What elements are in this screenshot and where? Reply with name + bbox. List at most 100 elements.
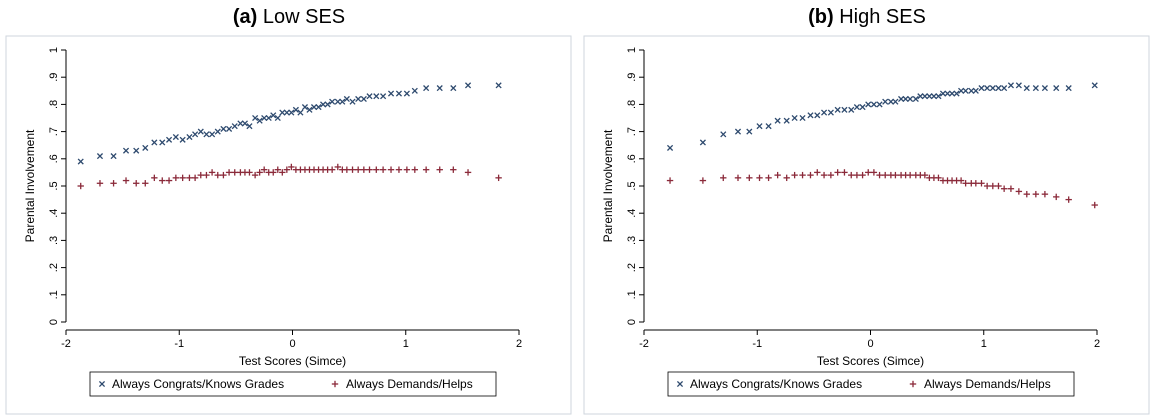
x-tick-label: 1 — [981, 338, 987, 350]
x-tick-label: -1 — [752, 338, 762, 350]
data-point — [142, 144, 149, 151]
x-tick-label: -1 — [174, 338, 184, 350]
data-point — [1015, 188, 1023, 195]
data-point — [774, 171, 781, 179]
data-point — [464, 82, 472, 89]
y-tick-label: .3 — [48, 236, 60, 245]
legend-label: Always Demands/Helps — [346, 377, 473, 391]
data-point — [179, 174, 186, 182]
data-point — [387, 90, 395, 97]
data-point — [220, 171, 227, 179]
data-point — [983, 182, 991, 190]
data-point — [203, 171, 210, 179]
data-point — [209, 131, 216, 138]
data-point — [944, 90, 951, 97]
data-point — [110, 180, 117, 187]
data-point — [734, 128, 742, 135]
y-tick-label: .4 — [626, 209, 638, 218]
data-point — [1091, 201, 1098, 209]
data-point — [859, 171, 866, 179]
data-point — [821, 109, 828, 116]
data-point — [349, 166, 356, 173]
data-point — [328, 166, 336, 173]
data-point — [865, 101, 872, 108]
data-point — [436, 166, 443, 173]
data-point — [984, 85, 991, 92]
data-point — [191, 174, 199, 182]
data-point — [186, 174, 193, 182]
data-point — [197, 171, 204, 179]
data-point — [926, 93, 933, 100]
data-point — [774, 117, 781, 124]
data-point — [848, 171, 855, 179]
data-point — [360, 95, 367, 103]
data-point — [288, 109, 295, 116]
x-axis-title: Test Scores (Simce) — [239, 354, 346, 368]
data-point — [260, 166, 268, 173]
data-point — [892, 171, 899, 179]
data-point — [360, 166, 368, 173]
data-point — [699, 177, 707, 184]
data-point — [208, 169, 216, 176]
data-point — [827, 171, 835, 179]
data-point — [921, 93, 928, 100]
data-point — [172, 133, 179, 141]
x-tick-label: 2 — [516, 338, 522, 350]
data-point — [906, 171, 914, 179]
data-point — [225, 169, 233, 176]
data-point — [887, 98, 894, 105]
data-point — [214, 171, 221, 179]
chart-title: (b) High SES — [578, 6, 1156, 29]
data-point — [495, 82, 502, 89]
data-point — [395, 166, 403, 173]
data-point — [373, 166, 380, 173]
legend-marker-congrats — [676, 380, 684, 388]
data-point — [1007, 82, 1014, 89]
data-point — [96, 153, 104, 160]
data-point — [841, 169, 848, 176]
data-point — [366, 166, 373, 173]
y-tick-label: .6 — [626, 154, 638, 163]
data-point — [882, 171, 889, 179]
data-point — [252, 114, 259, 122]
panel-title: Low SES — [262, 6, 346, 28]
data-point — [283, 166, 291, 173]
data-point — [422, 166, 430, 173]
data-point — [403, 90, 410, 97]
data-point — [315, 104, 322, 111]
y-tick-label: .8 — [48, 100, 60, 109]
y-tick-label: .3 — [626, 236, 638, 245]
data-point — [379, 166, 387, 173]
data-point — [226, 125, 233, 132]
data-point — [197, 128, 204, 135]
data-point — [237, 120, 244, 127]
data-point — [96, 180, 104, 187]
x-tick-label: 2 — [1094, 338, 1100, 350]
data-point — [865, 169, 872, 176]
data-point — [958, 87, 965, 94]
data-point — [978, 85, 985, 92]
data-point — [366, 93, 373, 100]
data-point — [814, 169, 821, 176]
data-point — [395, 90, 403, 97]
data-point — [324, 101, 331, 108]
y-tick-label: .4 — [48, 209, 60, 218]
data-point — [1041, 190, 1049, 198]
data-point — [159, 177, 166, 184]
data-point — [283, 109, 290, 116]
data-point — [172, 174, 180, 182]
data-point — [306, 106, 313, 113]
legend-label: Always Congrats/Knows Grades — [690, 377, 862, 391]
y-tick-label: .1 — [48, 290, 60, 299]
data-point — [972, 87, 979, 94]
data-point — [320, 101, 327, 108]
series-congrats — [666, 82, 1098, 151]
data-point — [720, 174, 727, 182]
data-point — [151, 174, 158, 182]
data-point — [968, 87, 975, 94]
data-point — [921, 171, 929, 179]
data-point — [343, 166, 351, 173]
y-tick-label: .9 — [626, 73, 638, 82]
data-point — [159, 139, 166, 146]
legend-box — [89, 371, 497, 397]
